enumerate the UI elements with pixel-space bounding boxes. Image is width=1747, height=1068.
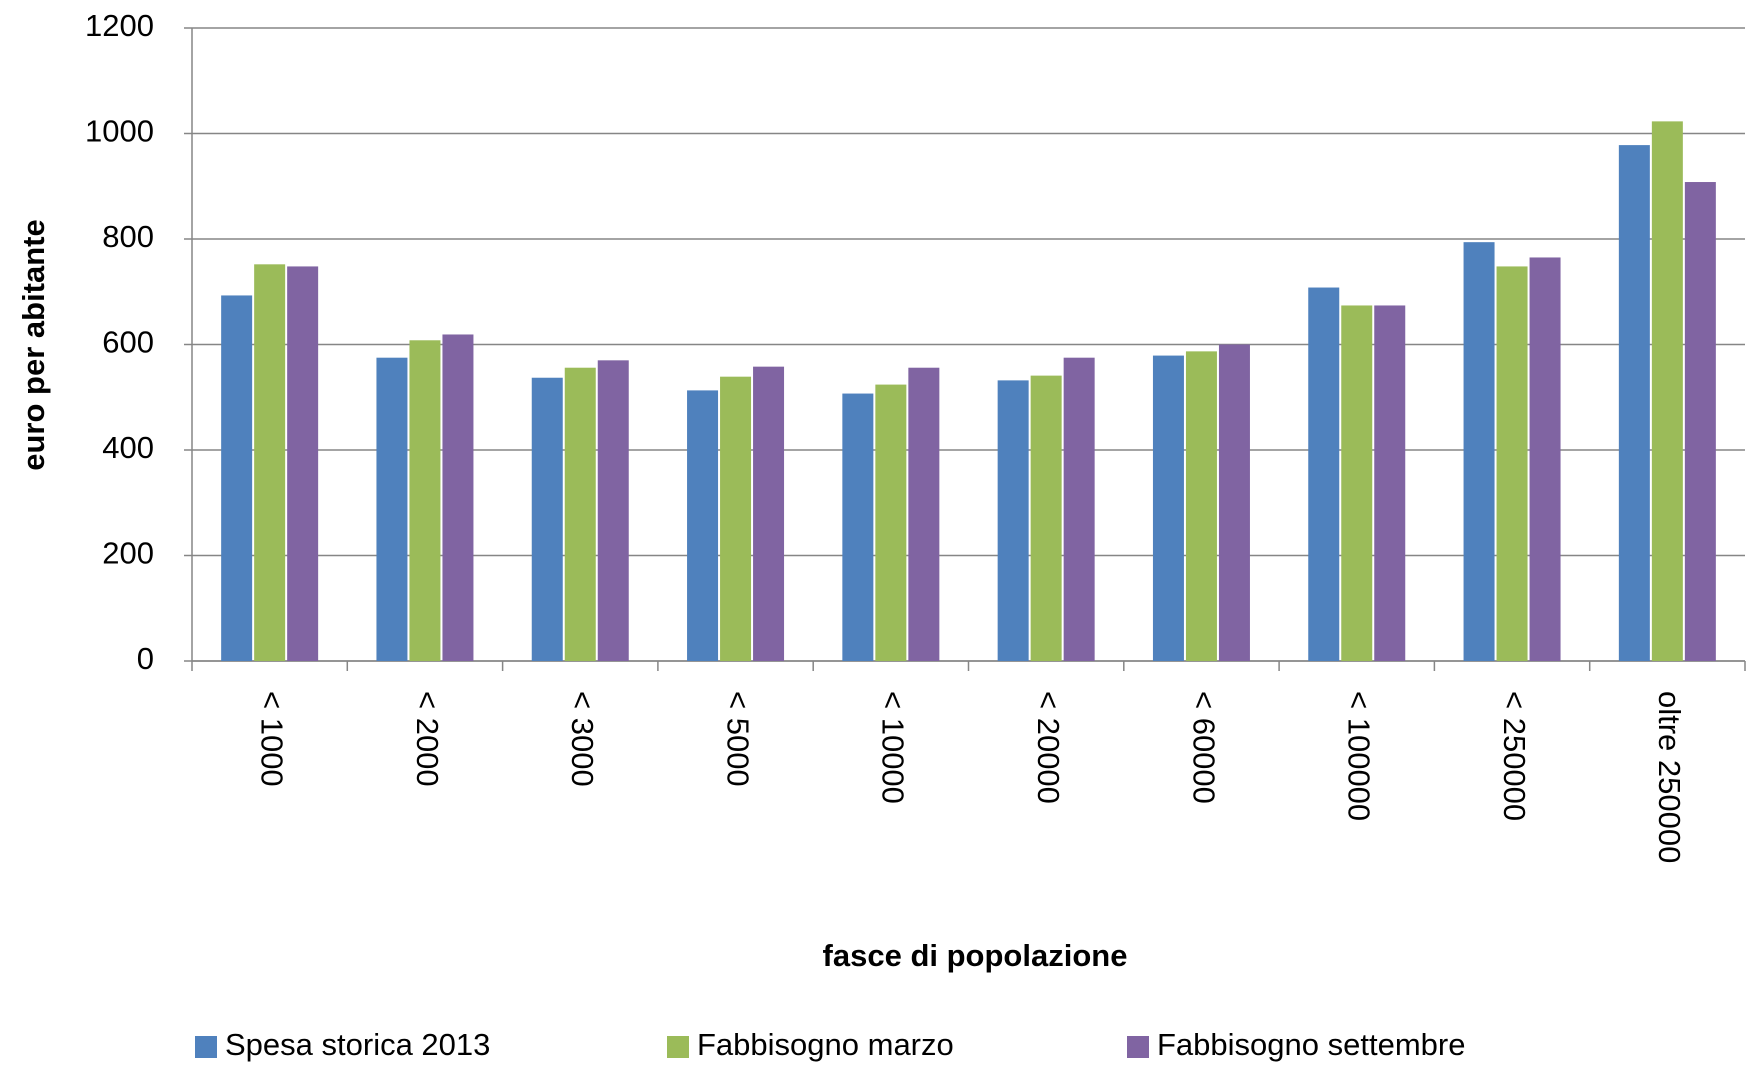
x-tick-label: < 3000 (565, 691, 600, 787)
bar (442, 334, 474, 661)
bar (409, 340, 441, 661)
x-tick-label: < 250000 (1497, 691, 1532, 821)
bar (564, 367, 596, 661)
bar (997, 380, 1029, 661)
bar (1063, 357, 1095, 661)
y-tick-label: 800 (102, 219, 154, 254)
x-tick-label: < 2000 (410, 691, 445, 787)
x-tick-label: < 20000 (1031, 691, 1066, 804)
y-tick-label: 0 (137, 641, 154, 676)
bar (1341, 305, 1373, 661)
legend-swatch (1127, 1036, 1149, 1058)
bar (254, 264, 286, 661)
y-tick-label: 200 (102, 536, 154, 571)
y-axis-title: euro per abitante (16, 219, 51, 471)
bar (1185, 351, 1217, 661)
bar (1496, 266, 1528, 661)
bar (1152, 355, 1184, 661)
x-tick-label: < 100000 (1342, 691, 1377, 821)
bar (1651, 121, 1683, 662)
bar (1618, 145, 1650, 662)
bar (753, 366, 785, 661)
bar (908, 367, 940, 661)
x-tick-label: < 5000 (720, 691, 755, 787)
bar (875, 384, 907, 661)
y-tick-label: 400 (102, 430, 154, 465)
legend-swatch (667, 1036, 689, 1058)
bar (1463, 242, 1495, 662)
bar (1030, 375, 1062, 661)
bar (531, 377, 563, 661)
y-tick-label: 600 (102, 325, 154, 360)
legend-label: Fabbisogno marzo (697, 1027, 954, 1062)
bar (597, 360, 629, 661)
bar (720, 376, 752, 661)
x-axis-title: fasce di popolazione (823, 938, 1128, 973)
bar (1684, 182, 1716, 661)
x-tick-label: < 10000 (876, 691, 911, 804)
x-tick-label: < 60000 (1186, 691, 1221, 804)
bar (1218, 344, 1250, 661)
legend-swatch (195, 1036, 217, 1058)
bar (376, 357, 408, 661)
legend-label: Spesa storica 2013 (225, 1027, 490, 1062)
bar (842, 393, 874, 661)
bar (221, 295, 253, 661)
x-tick-label: oltre 250000 (1652, 691, 1687, 863)
y-tick-label: 1200 (85, 8, 154, 43)
bar (1529, 257, 1561, 661)
bar (1374, 305, 1406, 661)
bar (287, 266, 319, 661)
bar (687, 390, 719, 661)
bar (1308, 287, 1340, 661)
legend-label: Fabbisogno settembre (1157, 1027, 1465, 1062)
y-tick-label: 1000 (85, 114, 154, 149)
x-tick-label: < 1000 (254, 691, 289, 787)
